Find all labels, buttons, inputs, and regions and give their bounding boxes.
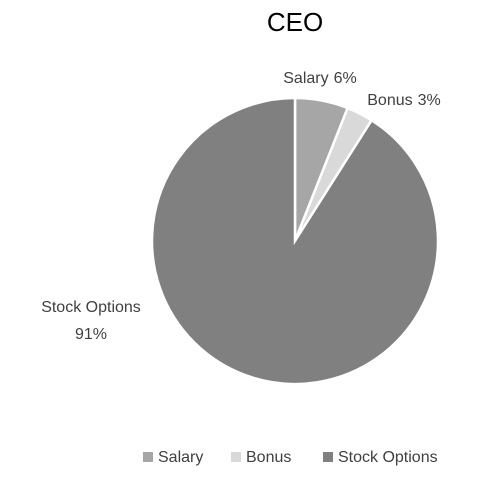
data-label-name: Stock Options <box>41 299 141 316</box>
data-label-value: 6% <box>334 70 357 87</box>
data-label: Salary 6% <box>283 70 356 87</box>
legend-label: Bonus <box>246 449 291 466</box>
legend-swatch <box>143 452 153 462</box>
legend-label: Stock Options <box>338 449 438 466</box>
data-label-name: Bonus <box>367 92 412 109</box>
legend-swatch <box>323 452 333 462</box>
legend-swatch <box>231 452 241 462</box>
data-label: Bonus 3% <box>367 92 441 109</box>
data-label-name: Salary <box>283 70 328 87</box>
legend-label: Salary <box>158 449 203 466</box>
chart-title: CEO <box>267 7 323 37</box>
pie-slice <box>150 96 440 386</box>
data-label-value: 91% <box>75 326 107 343</box>
data-label-value: 3% <box>418 92 441 109</box>
